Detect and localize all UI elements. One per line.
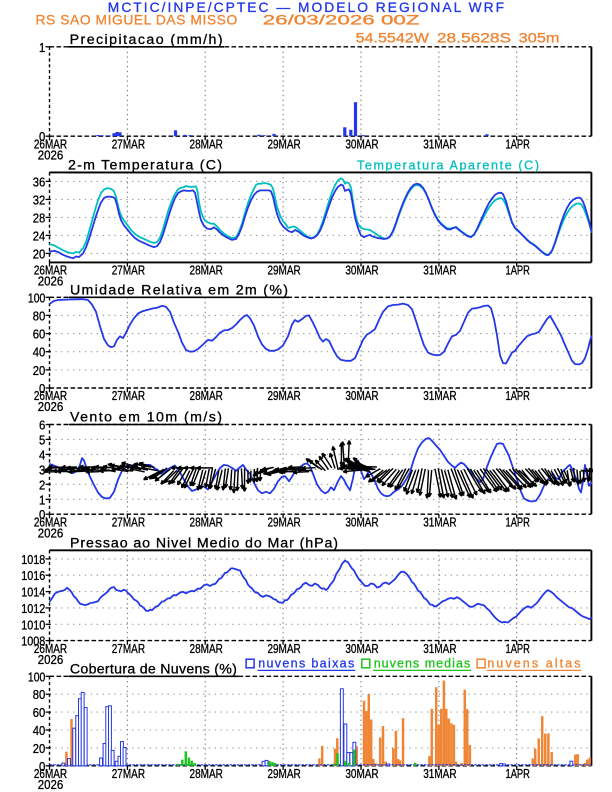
svg-text:Umidade Relativa em 2m (%): Umidade Relativa em 2m (%) [70,282,288,298]
svg-text:1016: 1016 [21,569,45,583]
svg-text:28: 28 [33,211,46,225]
svg-text:28MAR: 28MAR [190,515,223,529]
svg-text:2026: 2026 [38,148,64,162]
svg-text:28MAR: 28MAR [190,389,223,403]
svg-text:1012: 1012 [21,602,45,616]
svg-text:RS SAO MIGUEL DAS MISSO: RS SAO MIGUEL DAS MISSO [36,13,238,28]
svg-text:28.5628S: 28.5628S [437,30,511,45]
svg-text:30MAR: 30MAR [345,389,378,403]
svg-text:27MAR: 27MAR [112,642,145,656]
svg-text:29MAR: 29MAR [267,642,300,656]
svg-text:5: 5 [39,433,45,447]
svg-text:nuvens baixas: nuvens baixas [258,657,354,671]
svg-text:3: 3 [39,463,45,477]
svg-text:2026: 2026 [38,275,64,289]
svg-text:30MAR: 30MAR [345,767,378,781]
svg-text:31MAR: 31MAR [423,389,456,403]
svg-text:1APR: 1APR [506,137,530,151]
svg-text:31MAR: 31MAR [423,264,456,278]
svg-text:20: 20 [33,247,46,261]
svg-text:27MAR: 27MAR [112,389,145,403]
svg-text:1: 1 [39,493,45,507]
svg-text:1APR: 1APR [506,642,530,656]
svg-text:1008: 1008 [21,635,45,649]
svg-text:31MAR: 31MAR [423,515,456,529]
svg-text:0: 0 [39,382,45,396]
svg-text:30MAR: 30MAR [345,137,378,151]
svg-text:54.5542W: 54.5542W [356,30,430,45]
svg-text:2026: 2026 [38,526,64,540]
svg-text:30MAR: 30MAR [345,642,378,656]
svg-text:0: 0 [39,760,45,774]
svg-text:26MAR: 26MAR [34,389,67,403]
svg-text:28MAR: 28MAR [190,642,223,656]
svg-text:40: 40 [33,724,46,738]
svg-text:29MAR: 29MAR [267,389,300,403]
svg-text:nuvens medias: nuvens medias [374,657,471,671]
svg-text:24: 24 [33,229,46,243]
svg-text:29MAR: 29MAR [267,767,300,781]
svg-text:1APR: 1APR [506,767,530,781]
svg-text:80: 80 [33,309,46,323]
svg-text:29MAR: 29MAR [267,137,300,151]
svg-text:27MAR: 27MAR [112,137,145,151]
svg-text:Pressao ao Nivel Medio do Mar: Pressao ao Nivel Medio do Mar (hPa) [70,535,338,551]
svg-text:32: 32 [33,193,46,207]
svg-text:26MAR: 26MAR [34,642,67,656]
svg-text:26MAR: 26MAR [34,515,67,529]
svg-text:1014: 1014 [21,586,45,600]
svg-text:2026: 2026 [38,653,64,667]
svg-text:31MAR: 31MAR [423,642,456,656]
svg-text:29MAR: 29MAR [267,264,300,278]
svg-text:Cobertura de Nuvens (%): Cobertura de Nuvens (%) [70,661,237,677]
svg-text:2: 2 [39,478,45,492]
svg-text:26/03/2026 00Z: 26/03/2026 00Z [263,13,420,28]
svg-text:60: 60 [33,706,46,720]
svg-text:27MAR: 27MAR [112,515,145,529]
svg-text:27MAR: 27MAR [112,264,145,278]
svg-text:31MAR: 31MAR [423,137,456,151]
svg-text:MCTIC/INPE/CPTEC — MODELO REGI: MCTIC/INPE/CPTEC — MODELO REGIONAL WRF [108,0,504,15]
svg-text:30MAR: 30MAR [345,264,378,278]
svg-text:31MAR: 31MAR [423,767,456,781]
svg-text:1APR: 1APR [506,515,530,529]
svg-text:2-m Temperatura (C): 2-m Temperatura (C) [68,157,222,173]
svg-text:2026: 2026 [38,778,64,792]
svg-text:Vento em 10m (m/s): Vento em 10m (m/s) [70,410,222,426]
svg-text:1010: 1010 [21,618,45,632]
svg-text:20: 20 [33,364,46,378]
svg-text:20: 20 [33,742,46,756]
svg-text:305m: 305m [519,30,560,45]
svg-text:1018: 1018 [21,553,45,567]
svg-text:30MAR: 30MAR [345,515,378,529]
svg-text:28MAR: 28MAR [190,137,223,151]
svg-text:Precipitacao (mm/h): Precipitacao (mm/h) [70,32,223,48]
svg-text:40: 40 [33,346,46,360]
svg-text:6: 6 [39,419,45,433]
svg-text:0: 0 [39,130,45,144]
svg-text:28MAR: 28MAR [190,767,223,781]
svg-text:36: 36 [33,175,46,189]
svg-text:80: 80 [33,688,46,702]
svg-text:1APR: 1APR [506,389,530,403]
svg-text:26MAR: 26MAR [34,137,67,151]
svg-text:4: 4 [39,448,45,462]
svg-text:100: 100 [28,291,45,305]
svg-text:0: 0 [39,508,45,522]
svg-text:29MAR: 29MAR [267,515,300,529]
svg-text:nuvens altas: nuvens altas [487,657,580,671]
svg-text:1: 1 [39,41,45,55]
svg-text:1APR: 1APR [506,264,530,278]
svg-text:100: 100 [28,670,45,684]
svg-text:27MAR: 27MAR [112,767,145,781]
svg-text:2026: 2026 [38,400,64,414]
svg-text:60: 60 [33,328,46,342]
svg-text:28MAR: 28MAR [190,264,223,278]
svg-text:26MAR: 26MAR [34,264,67,278]
svg-text:26MAR: 26MAR [34,767,67,781]
